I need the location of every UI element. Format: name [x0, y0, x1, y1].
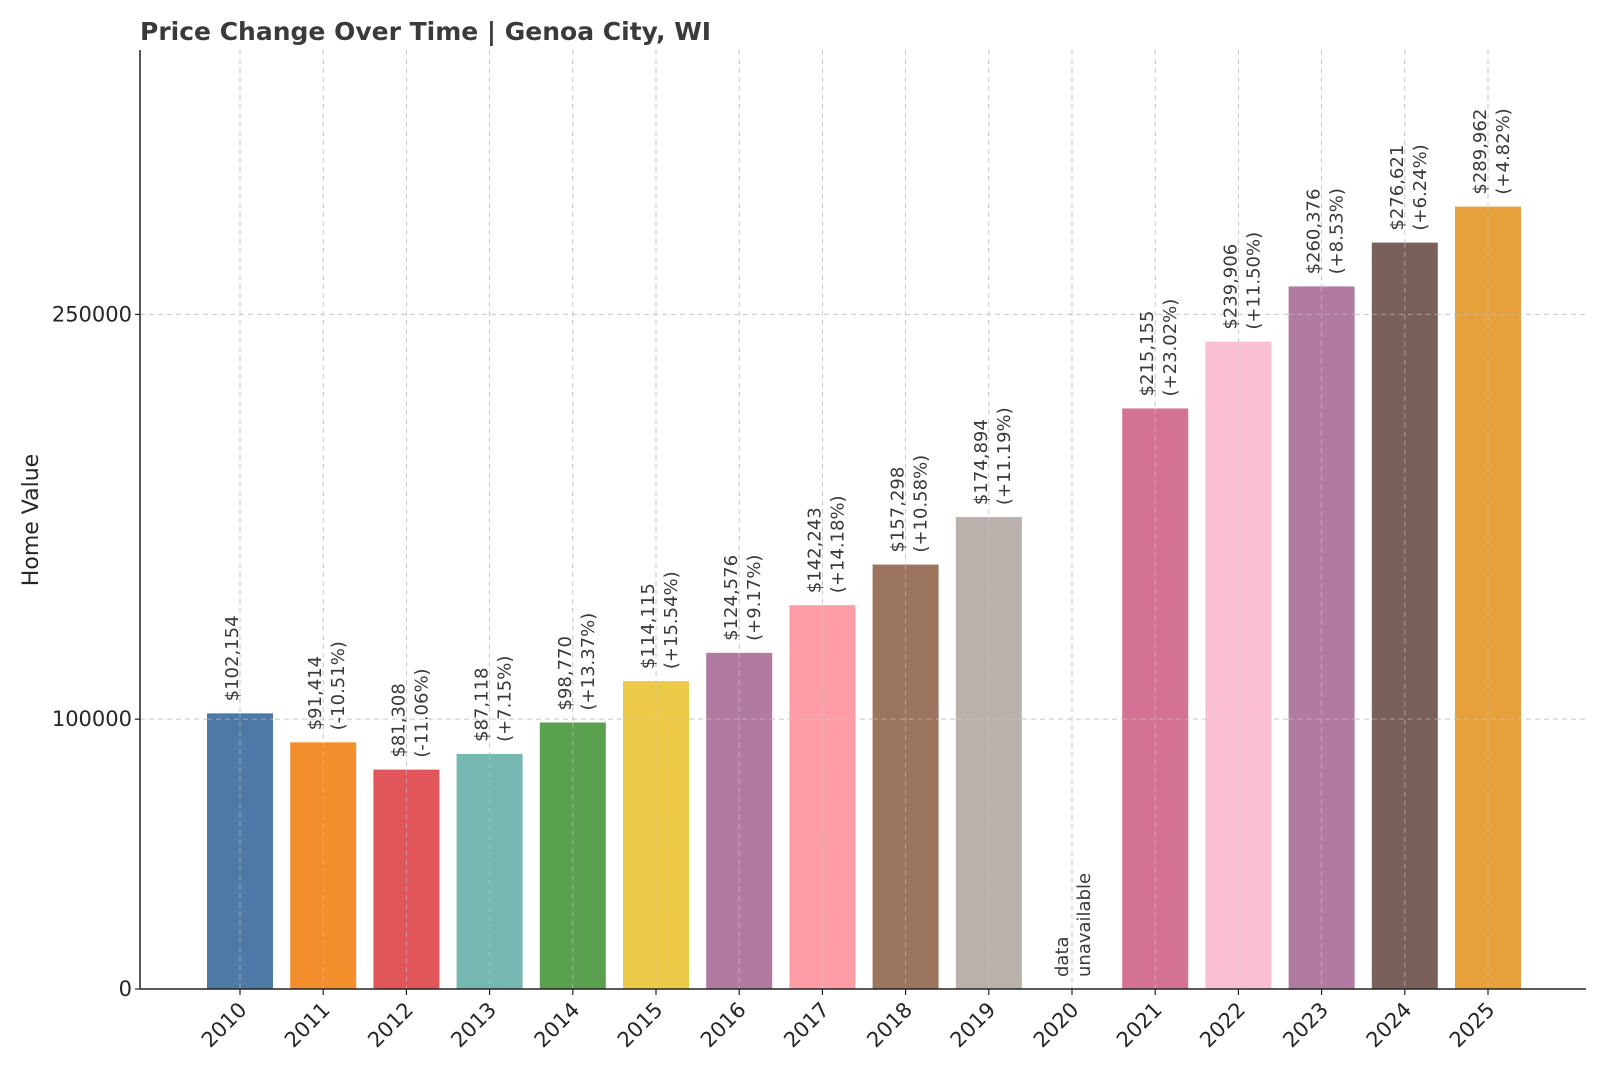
- bar-2014: [539, 722, 606, 989]
- change-label: (+7.15%): [495, 656, 516, 742]
- change-label: (+11.50%): [1243, 232, 1264, 330]
- change-label: (+11.19%): [994, 407, 1015, 505]
- value-label: $174,894: [971, 419, 992, 505]
- change-label: (+9.17%): [744, 555, 765, 641]
- value-label: $91,414: [305, 656, 326, 730]
- change-label: (+10.58%): [911, 455, 932, 553]
- x-tick-label: 2012: [363, 998, 418, 1053]
- x-tick-label: 2020: [1029, 998, 1084, 1053]
- bars: [207, 206, 1521, 990]
- change-label: (+4.82%): [1493, 108, 1514, 194]
- x-tick-label: 2011: [280, 998, 335, 1053]
- y-axis-label: Home Value: [19, 454, 44, 586]
- value-label: $87,118: [472, 667, 493, 741]
- change-label: (-10.51%): [328, 641, 349, 730]
- x-tick-label: 2014: [530, 998, 585, 1053]
- value-label: $124,576: [721, 555, 742, 641]
- grid-lines: [140, 50, 1586, 989]
- chart-title: Price Change Over Time | Genoa City, WI: [140, 17, 711, 46]
- value-label: $157,298: [888, 467, 909, 553]
- x-tick-label: 2015: [613, 998, 668, 1053]
- change-label: (+13.37%): [578, 613, 599, 711]
- x-tick-label: 2021: [1112, 998, 1167, 1053]
- change-label: (-11.06%): [411, 668, 432, 757]
- change-label: (+23.02%): [1160, 299, 1181, 397]
- value-label: $142,243: [804, 507, 825, 593]
- change-label: (+14.18%): [827, 495, 848, 593]
- value-label: $239,906: [1220, 244, 1241, 330]
- change-label: (+8.53%): [1327, 188, 1348, 274]
- x-tick-label: 2013: [446, 998, 501, 1053]
- bar-2016: [706, 652, 773, 989]
- value-label: $260,376: [1304, 189, 1325, 275]
- change-label: (+6.24%): [1410, 144, 1431, 230]
- x-tick-label: 2023: [1278, 998, 1333, 1053]
- x-tick-label: 2025: [1445, 998, 1500, 1053]
- value-label: $114,115: [638, 583, 659, 669]
- value-label: $276,621: [1387, 145, 1408, 231]
- x-tick-label: 2022: [1195, 998, 1250, 1053]
- value-label: $289,962: [1470, 109, 1491, 195]
- bar-2011: [290, 742, 357, 989]
- x-tick-label: 2018: [862, 998, 917, 1053]
- y-tick-label: 250000: [52, 302, 132, 326]
- change-label: (+15.54%): [661, 571, 682, 669]
- bar-2022: [1205, 341, 1272, 989]
- y-tick-label: 100000: [52, 707, 132, 731]
- x-tick-label: 2019: [946, 998, 1001, 1053]
- x-tick-label: 2024: [1362, 998, 1417, 1053]
- data-labels: $102,154 $91,414 (-10.51%) $81,308 (-11.06%)…: [222, 108, 1514, 977]
- axes: [135, 50, 1586, 995]
- value-label: $215,155: [1137, 311, 1158, 397]
- x-tick-label: 2017: [779, 998, 834, 1053]
- missing-data-label: data: [1052, 936, 1073, 977]
- y-tick-label: 0: [119, 977, 132, 1001]
- value-label: $102,154: [222, 615, 243, 701]
- missing-data-label: unavailable: [1074, 873, 1095, 977]
- x-tick-label: 2016: [696, 998, 751, 1053]
- x-tick-label: 2010: [197, 998, 252, 1053]
- value-label: $98,770: [555, 636, 576, 710]
- value-label: $81,308: [388, 683, 409, 757]
